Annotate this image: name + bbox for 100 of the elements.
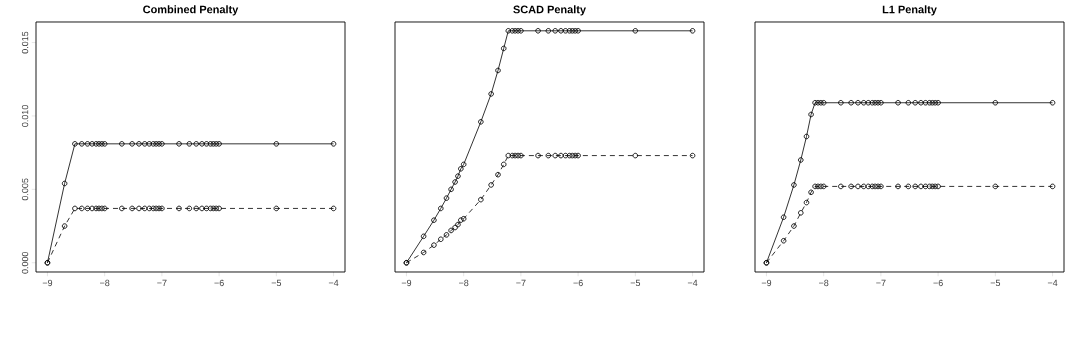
- point: [193, 205, 199, 212]
- y-tick-label: 0.015: [21, 31, 29, 54]
- point: [552, 152, 558, 159]
- point: [438, 236, 444, 243]
- point: [860, 183, 867, 190]
- point: [905, 99, 912, 106]
- point: [84, 141, 91, 147]
- point: [129, 205, 135, 212]
- point: [193, 141, 199, 147]
- point: [420, 249, 427, 256]
- point: [558, 152, 564, 159]
- point: [431, 242, 437, 248]
- x-tick-label: −4: [328, 279, 339, 286]
- point: [803, 133, 810, 140]
- point: [431, 217, 437, 223]
- point: [443, 195, 450, 201]
- y-tick-label: 0.010: [21, 105, 29, 127]
- x-tick-label: −5: [630, 279, 641, 287]
- x-tick-label: −8: [819, 279, 829, 287]
- x-tick-label: −6: [573, 279, 583, 287]
- point: [72, 205, 78, 212]
- point: [865, 99, 872, 106]
- point: [478, 196, 484, 203]
- point: [632, 152, 639, 159]
- point: [860, 99, 867, 106]
- point: [535, 152, 541, 159]
- point: [855, 183, 861, 190]
- x-tick-label: −9: [401, 279, 412, 287]
- x-tick-label: −5: [271, 279, 282, 287]
- point: [848, 183, 854, 190]
- point: [562, 152, 569, 159]
- point: [448, 227, 454, 234]
- point: [146, 141, 153, 147]
- point: [562, 28, 569, 34]
- chart-title: Combined Penalty: [143, 5, 239, 16]
- point: [176, 205, 182, 212]
- point: [129, 141, 135, 147]
- point: [848, 99, 854, 106]
- point: [505, 28, 512, 34]
- point: [448, 186, 454, 193]
- point: [452, 179, 458, 185]
- point: [119, 141, 125, 147]
- point: [552, 28, 558, 34]
- point: [780, 237, 787, 244]
- point: [500, 161, 507, 168]
- point: [808, 189, 814, 196]
- point: [141, 205, 148, 212]
- point: [186, 141, 193, 147]
- point: [488, 91, 494, 97]
- x-tick-label: −5: [990, 279, 1001, 287]
- point: [273, 141, 280, 147]
- point: [460, 161, 467, 168]
- point: [500, 45, 507, 52]
- point: [545, 28, 552, 34]
- point: [146, 205, 153, 212]
- point: [458, 166, 464, 172]
- chart-title: L1 Penalty: [882, 5, 937, 16]
- point: [452, 224, 458, 231]
- point: [798, 157, 804, 163]
- x-tick-label: −8: [99, 279, 110, 287]
- y-tick-label: 0.005: [21, 178, 29, 201]
- point: [808, 111, 814, 118]
- point: [176, 141, 182, 147]
- point: [1049, 183, 1056, 190]
- point: [203, 141, 210, 147]
- x-tick-label: −6: [933, 279, 943, 287]
- x-tick-label: −6: [214, 279, 224, 287]
- point: [203, 205, 210, 212]
- point: [136, 141, 142, 147]
- point: [79, 205, 85, 212]
- point: [199, 205, 205, 212]
- point: [689, 152, 696, 159]
- point: [455, 173, 461, 179]
- point: [495, 171, 501, 178]
- x-tick-label: −8: [459, 279, 469, 287]
- point: [79, 141, 85, 147]
- point: [186, 205, 193, 212]
- point: [632, 28, 639, 34]
- point: [838, 99, 844, 106]
- x-tick-label: −9: [42, 279, 53, 287]
- y-tick-label: 0.000: [21, 251, 29, 274]
- point: [558, 28, 564, 34]
- point: [992, 183, 999, 190]
- point: [89, 141, 95, 147]
- chart-title: SCAD Penalty: [513, 5, 586, 16]
- x-tick-label: −7: [516, 279, 526, 286]
- point: [791, 223, 797, 229]
- point: [89, 205, 95, 212]
- point: [505, 152, 512, 159]
- point: [330, 205, 337, 212]
- point: [895, 99, 901, 106]
- point: [803, 199, 810, 206]
- point: [855, 99, 861, 106]
- point: [443, 232, 450, 238]
- point: [495, 67, 501, 74]
- point: [865, 183, 872, 190]
- point: [905, 183, 912, 190]
- point: [136, 205, 142, 212]
- point: [460, 215, 467, 222]
- point: [780, 214, 787, 220]
